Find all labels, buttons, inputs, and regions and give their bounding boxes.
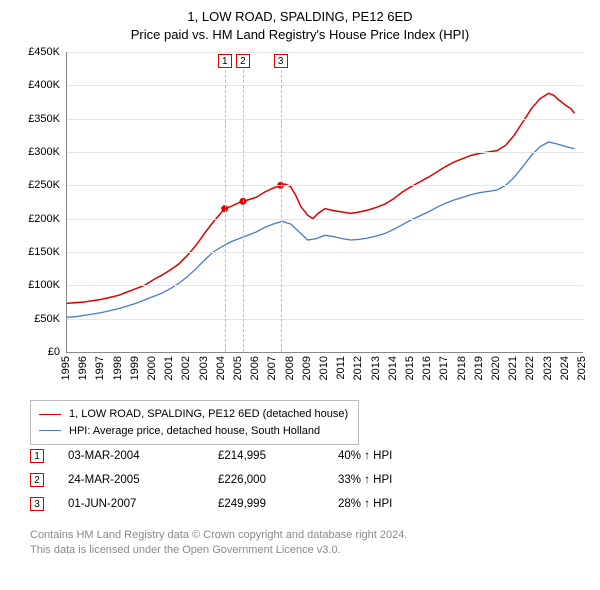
gridline [67,285,583,286]
x-axis-label: 2021 [507,356,519,380]
y-axis-label: £50K [16,313,60,325]
x-axis-label: 2002 [180,356,192,380]
gridline [67,119,583,120]
sale-marker-box: 2 [236,54,250,68]
sale-vs-hpi: 28% ↑ HPI [338,498,428,510]
y-axis-label: £150K [16,246,60,258]
gridline [67,319,583,320]
legend-item: HPI: Average price, detached house, Sout… [39,423,348,440]
sale-vs-hpi: 40% ↑ HPI [338,450,428,462]
sale-row: 1 03-MAR-2004 £214,995 40% ↑ HPI [30,444,428,468]
x-axis-label: 2010 [318,356,330,380]
x-axis-label: 2005 [232,356,244,380]
y-axis-label: £200K [16,213,60,225]
sale-date: 24-MAR-2005 [68,474,218,486]
sale-marker-box: 1 [218,54,232,68]
series-line-hpi [67,142,574,317]
sale-price: £214,995 [218,450,338,462]
x-axis-label: 2007 [266,356,278,380]
x-axis-label: 1999 [129,356,141,380]
x-axis-label: 2013 [370,356,382,380]
y-axis-label: £400K [16,79,60,91]
sale-row: 2 24-MAR-2005 £226,000 33% ↑ HPI [30,468,428,492]
gridline [67,52,583,53]
x-axis-label: 2003 [198,356,210,380]
y-axis-label: £300K [16,146,60,158]
sale-price: £226,000 [218,474,338,486]
x-axis-label: 2011 [335,356,347,380]
x-axis-label: 1996 [77,356,89,380]
legend-label: HPI: Average price, detached house, Sout… [69,423,320,440]
chart-container: 1, LOW ROAD, SPALDING, PE12 6ED Price pa… [0,0,600,590]
series-line-price_paid [67,93,574,303]
gridline [67,252,583,253]
legend-swatch [39,430,61,431]
gridline [67,152,583,153]
sale-marker-icon: 3 [30,497,44,511]
legend-swatch [39,414,61,415]
y-axis-label: £350K [16,113,60,125]
x-axis-label: 2025 [576,356,588,380]
x-axis-label: 2000 [146,356,158,380]
footer-attribution: Contains HM Land Registry data © Crown c… [30,528,407,559]
sale-marker-icon: 2 [30,473,44,487]
x-axis-label: 2006 [249,356,261,380]
x-axis-label: 2023 [542,356,554,380]
gridline [67,219,583,220]
chart-title-address: 1, LOW ROAD, SPALDING, PE12 6ED [0,8,600,26]
x-axis-label: 2020 [490,356,502,380]
x-axis-label: 2001 [163,356,175,380]
x-axis-label: 2019 [473,356,485,380]
sale-date: 01-JUN-2007 [68,498,218,510]
sale-marker-line [225,70,226,352]
legend-item: 1, LOW ROAD, SPALDING, PE12 6ED (detache… [39,406,348,423]
x-axis-label: 2009 [301,356,313,380]
title-block: 1, LOW ROAD, SPALDING, PE12 6ED Price pa… [0,0,600,44]
gridline [67,185,583,186]
footer-line: This data is licensed under the Open Gov… [30,543,407,558]
x-axis-label: 2017 [438,356,450,380]
plot-area: 12 3 [66,52,583,353]
x-axis-label: 1997 [94,356,106,380]
x-axis-label: 2008 [284,356,296,380]
sale-date: 03-MAR-2004 [68,450,218,462]
sale-marker-box: 3 [274,54,288,68]
y-axis-label: £100K [16,279,60,291]
x-axis-label: 2022 [524,356,536,380]
footer-line: Contains HM Land Registry data © Crown c… [30,528,407,543]
line-layer [67,52,583,352]
y-axis-label: £450K [16,46,60,58]
y-axis-label: £0 [16,346,60,358]
sale-vs-hpi: 33% ↑ HPI [338,474,428,486]
legend: 1, LOW ROAD, SPALDING, PE12 6ED (detache… [30,400,359,445]
x-axis-label: 2015 [404,356,416,380]
x-axis-label: 2016 [421,356,433,380]
x-axis-label: 2012 [352,356,364,380]
chart-area: 12 3 £0 £50K £100K £150K £200K £250K £300K £350K… [18,52,582,392]
x-axis-label: 2018 [456,356,468,380]
legend-label: 1, LOW ROAD, SPALDING, PE12 6ED (detache… [69,406,348,423]
sale-price: £249,999 [218,498,338,510]
x-axis-label: 2014 [387,356,399,380]
x-axis-label: 2024 [559,356,571,380]
x-axis-label: 2004 [215,356,227,380]
x-axis-label: 1998 [112,356,124,380]
x-axis-label: 1995 [60,356,72,380]
y-axis-label: £250K [16,179,60,191]
chart-subtitle: Price paid vs. HM Land Registry's House … [0,26,600,44]
sale-marker-icon: 1 [30,449,44,463]
sales-table: 1 03-MAR-2004 £214,995 40% ↑ HPI 2 24-MA… [30,444,428,516]
sale-marker-line [281,70,282,352]
sale-row: 3 01-JUN-2007 £249,999 28% ↑ HPI [30,492,428,516]
gridline [67,85,583,86]
sale-marker-line [243,70,244,352]
